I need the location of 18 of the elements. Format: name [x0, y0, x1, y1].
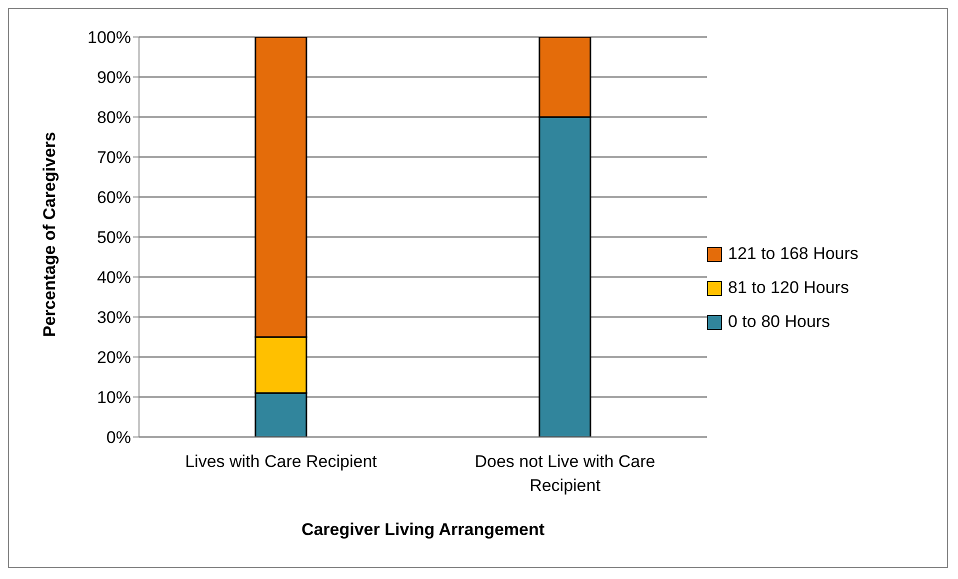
y-tick-label: 30% [96, 308, 131, 328]
y-tick-label: 90% [96, 68, 131, 88]
y-tick-label: 0% [106, 428, 131, 448]
legend-label: 121 to 168 Hours [728, 244, 858, 264]
legend-label: 81 to 120 Hours [728, 278, 849, 298]
y-tick-label: 100% [88, 28, 131, 48]
y-tick-label: 20% [96, 348, 131, 368]
y-tick-label: 40% [96, 268, 131, 288]
y-tick-label: 50% [96, 228, 131, 248]
x-tick-label: Lives with Care Recipient [185, 452, 378, 471]
x-tick-label: Does not Live with Care Recipient [474, 452, 656, 495]
y-axis-title: Percentage of Caregivers [40, 132, 60, 337]
y-tick-label: 60% [96, 188, 131, 208]
x-axis-title: Caregiver Living Arrangement [301, 520, 545, 539]
y-tick-label: 70% [96, 148, 131, 168]
y-tick-label: 10% [96, 388, 131, 408]
legend-label: 0 to 80 Hours [728, 312, 830, 332]
y-tick-label: 80% [96, 108, 131, 128]
